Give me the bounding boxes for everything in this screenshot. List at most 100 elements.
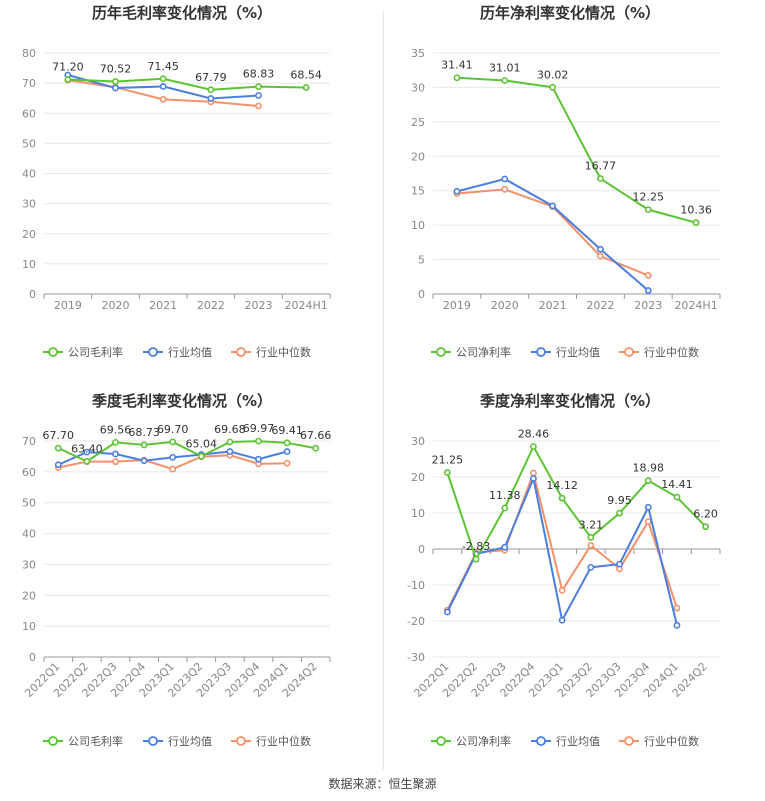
data-point xyxy=(140,441,148,449)
y-tick-label: 40 xyxy=(22,168,36,181)
data-label: 69.97 xyxy=(243,422,275,435)
y-tick-label: 35 xyxy=(411,47,425,60)
legend-item: 公司毛利率 xyxy=(43,345,123,359)
data-point xyxy=(169,438,177,446)
chart-panel-2: 历年净利率变化情况（%） 0 5 10 15 20 25 30 35 2019 2020 2021 20… xyxy=(411,4,721,359)
data-point xyxy=(169,465,177,473)
x-tick-label: 2024H1 xyxy=(674,299,717,312)
legend-swatch-marker xyxy=(436,736,446,746)
data-point xyxy=(644,206,652,214)
legend-item: 行业中位数 xyxy=(619,734,699,748)
data-point xyxy=(226,448,234,455)
data-point xyxy=(616,509,623,517)
data-point xyxy=(83,448,91,456)
data-point xyxy=(169,453,177,461)
y-tick-label: 60 xyxy=(22,466,36,479)
y-tick-label: 25 xyxy=(411,116,425,129)
data-label: 16.77 xyxy=(585,160,617,173)
data-label: 11.38 xyxy=(489,489,521,502)
data-label: 67.66 xyxy=(300,429,332,442)
data-point xyxy=(644,503,652,511)
legend-item: 行业均值 xyxy=(531,346,600,359)
y-tick-label: 10 xyxy=(411,507,425,520)
x-tick-label: 2024H1 xyxy=(285,299,328,312)
legend-swatch-marker xyxy=(148,347,158,357)
data-point xyxy=(673,621,681,629)
data-label: 70.52 xyxy=(100,63,132,76)
legend-label: 公司毛利率 xyxy=(68,734,123,748)
y-tick-label: 20 xyxy=(22,589,36,602)
data-point xyxy=(597,175,604,182)
data-label: 14.41 xyxy=(661,478,693,491)
data-point xyxy=(673,493,681,501)
x-tick-label: 2023 xyxy=(634,299,662,312)
data-point xyxy=(64,76,72,83)
data-point xyxy=(644,287,652,294)
data-label: 21.25 xyxy=(432,454,464,467)
legend-item: 行业中位数 xyxy=(619,345,699,359)
data-point xyxy=(549,202,556,210)
y-tick-label: 20 xyxy=(22,228,36,241)
data-point xyxy=(530,475,537,482)
y-tick-label: 10 xyxy=(22,620,36,633)
data-point xyxy=(112,438,119,446)
y-tick-label: 10 xyxy=(22,258,36,271)
data-point xyxy=(587,563,595,571)
data-point xyxy=(443,608,451,616)
data-point xyxy=(453,188,461,195)
data-point xyxy=(159,83,167,90)
y-tick-label: 0 xyxy=(29,288,36,301)
data-point xyxy=(597,252,604,260)
data-point xyxy=(197,452,205,460)
legend-label: 公司净利率 xyxy=(456,345,511,359)
data-point xyxy=(501,504,509,512)
data-point xyxy=(255,455,262,463)
series-line-1 xyxy=(446,444,707,562)
series-line-1 xyxy=(57,440,316,463)
chart-panel-1: 历年毛利率变化情况（%） 0 10 20 30 40 50 60 70 80 2019 2020 202… xyxy=(22,4,331,359)
data-label: 67.79 xyxy=(195,71,227,84)
data-label: 6.20 xyxy=(693,508,718,521)
data-point xyxy=(472,555,480,563)
legend-item: 行业均值 xyxy=(143,735,212,748)
data-point xyxy=(54,444,62,452)
y-tick-label: 20 xyxy=(411,471,425,484)
data-label: 28.46 xyxy=(518,428,550,441)
data-point xyxy=(673,604,681,612)
y-tick-label: 40 xyxy=(22,528,36,541)
legend-item: 行业均值 xyxy=(531,735,600,748)
legend-swatch-marker xyxy=(148,736,158,746)
data-label: 18.98 xyxy=(633,462,665,475)
y-tick-label: 50 xyxy=(22,497,36,510)
legend-item: 公司净利率 xyxy=(431,734,511,748)
y-tick-label: 0 xyxy=(29,651,36,664)
legend-label: 行业均值 xyxy=(556,346,600,359)
data-point xyxy=(159,95,167,103)
y-tick-label: 30 xyxy=(22,558,36,571)
y-tick-label: 70 xyxy=(22,77,36,90)
series-line-1 xyxy=(67,77,307,91)
data-point xyxy=(530,443,537,450)
chart-title: 季度毛利率变化情况（%） xyxy=(92,392,272,410)
data-point xyxy=(443,469,451,476)
data-point xyxy=(83,457,91,465)
legend-label: 行业中位数 xyxy=(256,345,311,359)
data-point xyxy=(159,75,167,83)
y-tick-label: -10 xyxy=(407,579,425,592)
data-point xyxy=(112,84,119,92)
data-label: 12.25 xyxy=(633,191,665,204)
x-tick-label: 2021 xyxy=(149,299,177,312)
data-label: 69.56 xyxy=(100,423,132,436)
data-point xyxy=(255,437,262,445)
data-label: 68.54 xyxy=(290,69,322,82)
chart-title: 季度净利率变化情况（%） xyxy=(480,392,660,410)
data-point xyxy=(644,272,652,279)
data-point xyxy=(501,175,509,183)
data-point xyxy=(644,477,652,485)
data-point xyxy=(501,185,509,193)
x-tick-label: 2023 xyxy=(245,299,273,312)
y-tick-label: 0 xyxy=(418,288,425,301)
data-point xyxy=(597,245,604,253)
legend-label: 行业均值 xyxy=(168,735,212,748)
data-label: 68.83 xyxy=(243,68,275,81)
